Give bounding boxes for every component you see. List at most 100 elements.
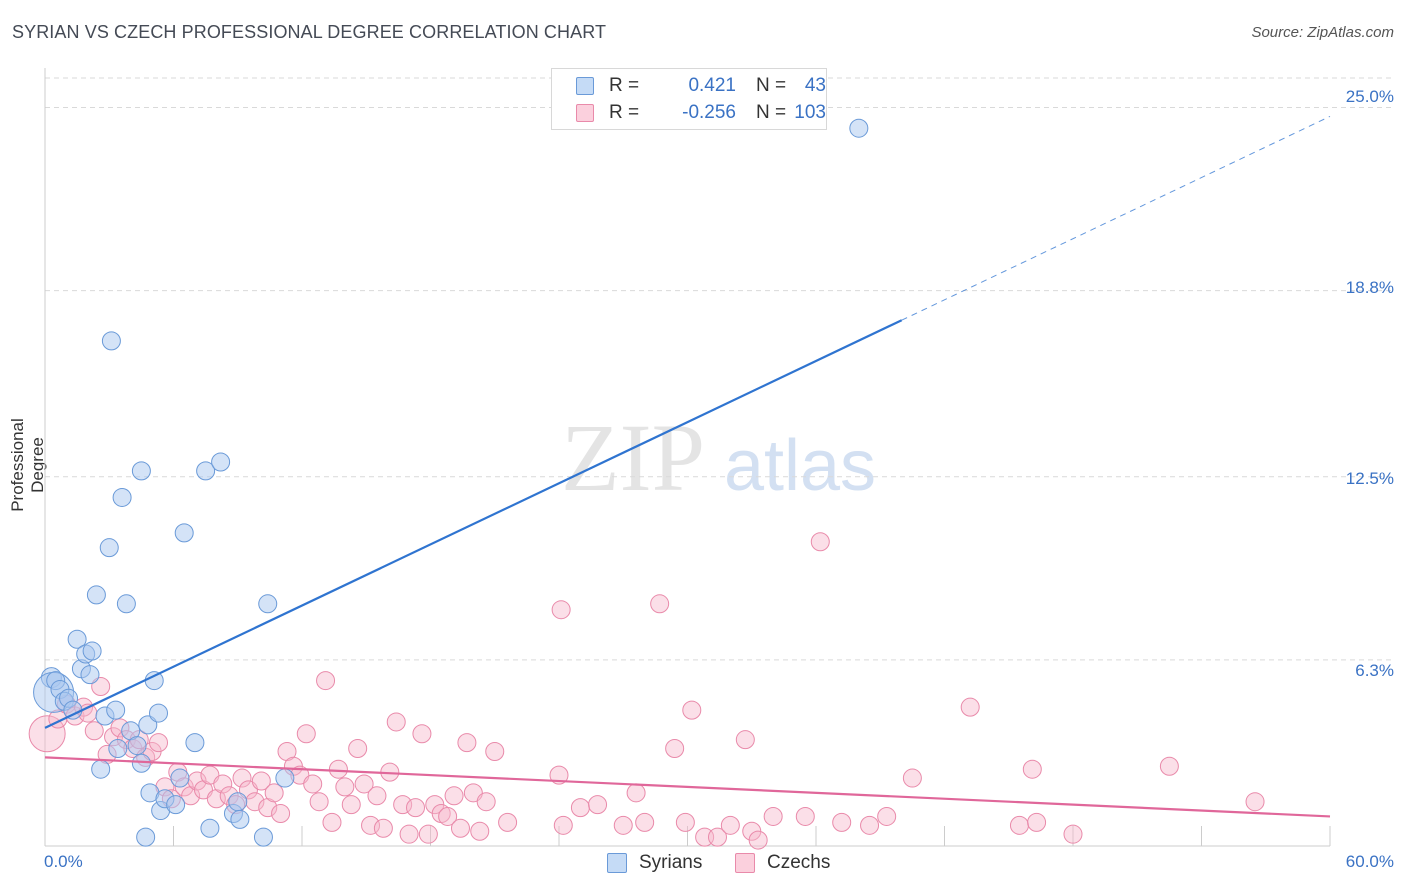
syrian-point — [131, 461, 151, 481]
czech-point — [418, 824, 438, 844]
watermark-zip: ZIP — [561, 404, 705, 511]
syrian-point — [116, 594, 136, 614]
czech-point — [438, 806, 458, 826]
czech-point — [335, 777, 355, 797]
czech-point — [373, 818, 393, 838]
czech-point — [406, 798, 426, 818]
czech-points — [28, 532, 1265, 850]
legend-r-value: 0.421 — [688, 75, 736, 96]
syrian-point — [849, 118, 869, 138]
syrian-point — [149, 703, 169, 723]
czech-point — [386, 712, 406, 732]
syrian-point — [86, 585, 106, 605]
syrian-point — [258, 594, 278, 614]
syrian-point — [131, 753, 151, 773]
czech-point — [675, 812, 695, 832]
correlation-legend: R = 0.421 N = 43 R = -0.256 N = 103 — [551, 68, 827, 130]
czech-point — [84, 721, 104, 741]
syrian-point — [275, 768, 295, 788]
czech-point — [316, 671, 336, 691]
syrian-point — [211, 452, 231, 472]
czech-point — [665, 739, 685, 759]
y-tick-label: 6.3% — [1355, 661, 1394, 680]
czech-point — [470, 821, 490, 841]
czech-point — [328, 759, 348, 779]
czech-point — [28, 715, 66, 753]
czech-point — [264, 783, 284, 803]
czech-point — [626, 783, 646, 803]
czech-point — [1063, 824, 1083, 844]
syrian-point — [101, 331, 121, 351]
syrian-point — [185, 733, 205, 753]
syrian-point — [174, 523, 194, 543]
czech-point — [393, 795, 413, 815]
czech-point — [551, 600, 571, 620]
syrian-swatch — [576, 77, 594, 95]
syrian-point — [82, 641, 102, 661]
syrian-point — [166, 795, 186, 815]
y-tick-label: 18.8% — [1345, 278, 1394, 297]
czech-point — [271, 804, 291, 824]
bottom-legend-label: Czechs — [767, 852, 831, 873]
czech-point — [549, 765, 569, 785]
syrian-point — [99, 538, 119, 558]
syrian-point — [127, 736, 147, 756]
czech-point — [553, 815, 573, 835]
legend-n-value: 103 — [794, 102, 826, 123]
watermark: ZIP atlas — [561, 404, 876, 511]
y-tick-label: 25.0% — [1345, 87, 1394, 106]
x-tick-label-max: 60.0% — [1345, 852, 1394, 871]
gridlines — [45, 77, 1395, 661]
syrian-point — [228, 792, 248, 812]
y-tick-label: 12.5% — [1345, 469, 1394, 488]
czech-point — [149, 733, 169, 753]
legend-r-label: R = — [609, 75, 640, 96]
syrian-point — [138, 715, 158, 735]
czech-point — [412, 724, 432, 744]
czech-point — [213, 774, 233, 794]
czech-point — [748, 830, 768, 850]
czech-point — [444, 786, 464, 806]
syrian-point — [136, 827, 156, 847]
czech-point — [341, 795, 361, 815]
czech-point — [650, 594, 670, 614]
czech-point — [613, 815, 633, 835]
czech-trend-line — [44, 756, 1331, 818]
czech-point — [763, 806, 783, 826]
czech-point — [810, 532, 830, 552]
czech-point — [635, 812, 655, 832]
syrian-point — [106, 700, 126, 720]
czech-point — [309, 792, 329, 812]
czech-point — [348, 739, 368, 759]
syrian-point — [144, 671, 164, 691]
syrian-point — [170, 768, 190, 788]
czech-point — [1245, 792, 1265, 812]
czech-point — [251, 771, 271, 791]
czech-point — [860, 815, 880, 835]
legend-n-value: 43 — [804, 75, 826, 96]
watermark-atlas: atlas — [724, 426, 876, 506]
czech-point — [960, 697, 980, 717]
czech-point — [1159, 756, 1179, 776]
czech-point — [91, 676, 111, 696]
czech-point — [476, 792, 496, 812]
czech-point — [232, 768, 252, 788]
x-tick-label-min: 0.0% — [44, 852, 83, 871]
czech-point — [1009, 815, 1029, 835]
czech-point — [1022, 759, 1042, 779]
czech-point — [354, 774, 374, 794]
czech-point — [361, 815, 381, 835]
czech-point — [877, 806, 897, 826]
czech-point — [399, 824, 419, 844]
czech-point — [367, 786, 387, 806]
czech-point — [1027, 812, 1047, 832]
syrian-swatch — [607, 853, 627, 873]
czech-point — [832, 812, 852, 832]
czech-point — [296, 724, 316, 744]
syrian-point — [253, 827, 273, 847]
syrian-points — [33, 118, 869, 847]
syrian-trend-extension — [901, 115, 1331, 321]
czech-point — [303, 774, 323, 794]
syrian-point — [91, 759, 111, 779]
